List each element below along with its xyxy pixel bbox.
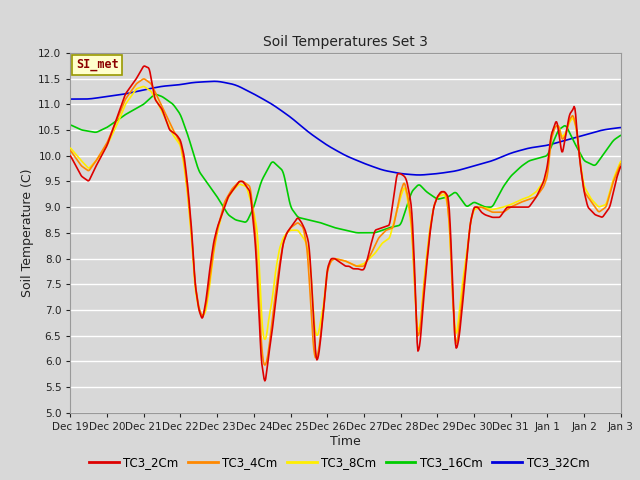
- TC3_4Cm: [67, 148, 74, 154]
- Line: TC3_4Cm: TC3_4Cm: [70, 79, 621, 365]
- TC3_16Cm: [67, 122, 74, 128]
- TC3_16Cm: [133, 105, 141, 111]
- TC3_2Cm: [67, 153, 74, 159]
- TC3_32Cm: [77, 96, 84, 102]
- TC3_4Cm: [140, 76, 148, 82]
- TC3_4Cm: [261, 362, 269, 368]
- TC3_16Cm: [355, 230, 362, 236]
- TC3_2Cm: [77, 171, 84, 177]
- TC3_2Cm: [617, 164, 625, 169]
- TC3_32Cm: [617, 125, 625, 131]
- TC3_32Cm: [211, 78, 218, 84]
- TC3_8Cm: [190, 265, 198, 271]
- TC3_32Cm: [133, 88, 141, 94]
- Y-axis label: Soil Temperature (C): Soil Temperature (C): [21, 168, 34, 297]
- Line: TC3_16Cm: TC3_16Cm: [70, 95, 621, 233]
- Title: Soil Temperatures Set 3: Soil Temperatures Set 3: [263, 35, 428, 49]
- Legend: TC3_2Cm, TC3_4Cm, TC3_8Cm, TC3_16Cm, TC3_32Cm: TC3_2Cm, TC3_4Cm, TC3_8Cm, TC3_16Cm, TC3…: [84, 452, 594, 474]
- TC3_2Cm: [219, 209, 227, 215]
- X-axis label: Time: Time: [330, 434, 361, 448]
- Line: TC3_2Cm: TC3_2Cm: [70, 66, 621, 381]
- TC3_4Cm: [219, 206, 227, 212]
- TC3_16Cm: [617, 132, 625, 138]
- TC3_4Cm: [414, 333, 422, 338]
- TC3_16Cm: [414, 182, 422, 188]
- TC3_8Cm: [430, 204, 438, 209]
- TC3_32Cm: [415, 172, 422, 178]
- TC3_16Cm: [77, 127, 84, 132]
- TC3_32Cm: [413, 172, 421, 178]
- Line: TC3_8Cm: TC3_8Cm: [70, 86, 621, 339]
- TC3_32Cm: [189, 80, 196, 85]
- TC3_8Cm: [140, 84, 147, 89]
- TC3_2Cm: [141, 63, 148, 69]
- TC3_8Cm: [261, 336, 269, 342]
- TC3_16Cm: [190, 151, 198, 157]
- TC3_8Cm: [67, 145, 74, 151]
- TC3_8Cm: [133, 86, 141, 92]
- TC3_32Cm: [219, 79, 227, 85]
- TC3_4Cm: [430, 204, 438, 209]
- TC3_32Cm: [67, 96, 74, 102]
- TC3_8Cm: [219, 208, 227, 214]
- TC3_32Cm: [430, 171, 438, 177]
- TC3_2Cm: [133, 75, 141, 81]
- TC3_8Cm: [77, 156, 84, 162]
- Text: SI_met: SI_met: [76, 58, 118, 71]
- TC3_2Cm: [414, 348, 422, 354]
- TC3_8Cm: [414, 328, 422, 334]
- TC3_2Cm: [430, 204, 438, 210]
- TC3_16Cm: [152, 92, 159, 97]
- TC3_16Cm: [430, 194, 438, 200]
- TC3_4Cm: [190, 260, 198, 266]
- Line: TC3_32Cm: TC3_32Cm: [70, 81, 621, 175]
- TC3_2Cm: [261, 378, 269, 384]
- TC3_16Cm: [219, 203, 227, 209]
- TC3_4Cm: [617, 161, 625, 167]
- TC3_4Cm: [133, 81, 141, 86]
- TC3_8Cm: [617, 158, 625, 164]
- TC3_2Cm: [190, 258, 198, 264]
- TC3_4Cm: [77, 162, 84, 168]
